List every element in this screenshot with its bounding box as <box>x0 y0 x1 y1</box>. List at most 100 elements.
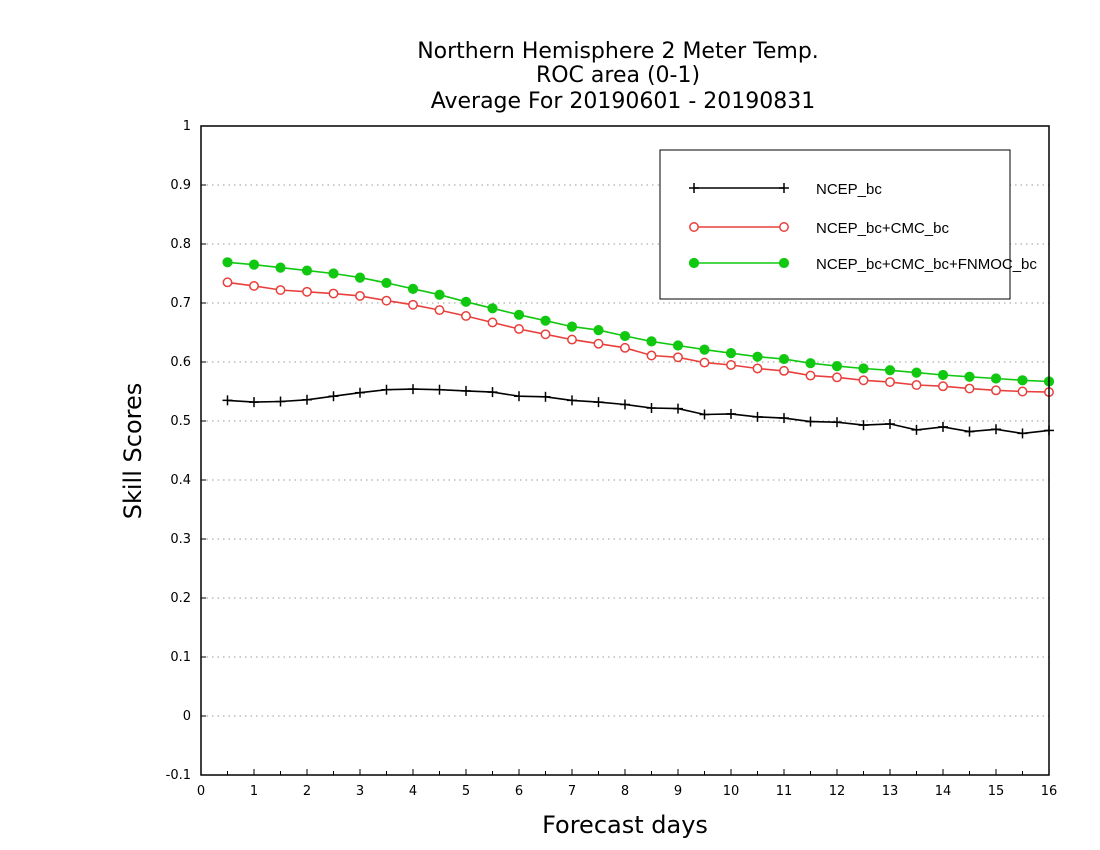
data-point <box>567 334 577 345</box>
y-tick-label: 0.9 <box>170 178 191 193</box>
y-tick-label: 0 <box>183 709 191 724</box>
data-point <box>991 424 1001 435</box>
series-2 <box>222 277 1054 398</box>
data-point <box>990 373 1002 384</box>
data-point <box>831 361 843 372</box>
chart-title-line-2: ROC area (0-1) <box>536 63 700 88</box>
y-tick-label: 0.2 <box>170 591 191 606</box>
data-point <box>672 340 684 351</box>
data-point <box>1017 375 1028 386</box>
data-point <box>487 317 498 328</box>
data-point <box>673 403 683 414</box>
chart-title-line-1: Northern Hemisphere 2 Meter Temp. <box>417 39 819 64</box>
data-point <box>779 365 789 376</box>
legend-box <box>659 149 1011 300</box>
series-line <box>227 388 1050 435</box>
y-tick-label: 1 <box>183 119 191 134</box>
chart-title-line-3: Average For 20190601 - 20190831 <box>431 89 816 114</box>
data-point <box>726 408 736 419</box>
grid-lines <box>201 184 1049 717</box>
data-point <box>646 350 657 361</box>
data-point <box>991 385 1001 396</box>
data-point <box>354 272 366 283</box>
y-tick-label: -0.1 <box>166 768 191 783</box>
data-point <box>778 353 790 365</box>
data-point <box>407 283 419 294</box>
legend-item: NCEP_bc <box>689 181 882 198</box>
series-layer <box>222 257 1055 439</box>
data-point <box>620 399 630 410</box>
y-tick-label: 0.4 <box>170 473 191 488</box>
x-tick-label: 0 <box>197 784 205 799</box>
legend-marker <box>779 222 789 232</box>
data-point <box>858 375 869 386</box>
data-point <box>805 358 816 369</box>
x-tick-label: 9 <box>674 784 682 799</box>
data-point <box>620 342 630 353</box>
data-point <box>884 365 896 376</box>
data-point <box>514 324 524 334</box>
data-point <box>858 363 869 374</box>
legend-item: NCEP_bc+CMC_bc+FNMOC_bc <box>688 256 1037 273</box>
y-tick-label: 0.1 <box>170 650 191 665</box>
y-tick-label: 0.5 <box>170 414 191 429</box>
data-point <box>222 257 233 268</box>
legend: NCEP_bc NCEP_bc+CMC_bc NCEP_bc+CMC_bc+FNMO… <box>659 149 1037 300</box>
series-3 <box>222 257 1055 387</box>
data-point <box>673 352 683 363</box>
axis-ticks <box>200 125 1050 776</box>
data-point <box>540 315 551 326</box>
data-point <box>381 295 392 306</box>
x-tick-label: 12 <box>829 784 846 799</box>
data-point <box>222 395 233 406</box>
data-point <box>567 395 577 406</box>
data-point <box>752 411 763 422</box>
data-point <box>964 426 975 437</box>
data-point <box>540 329 551 340</box>
y-tick-label: 0.3 <box>170 532 191 547</box>
y-tick-label: 0.6 <box>170 355 191 370</box>
data-point <box>646 336 657 347</box>
data-point <box>752 351 763 362</box>
data-point <box>328 391 339 402</box>
data-point <box>302 394 312 405</box>
data-point <box>566 321 578 332</box>
data-point <box>858 420 869 431</box>
data-point <box>434 384 445 395</box>
data-point <box>249 397 259 408</box>
legend-marker <box>689 183 699 193</box>
x-tick-label: 3 <box>356 784 364 799</box>
data-point <box>355 290 365 301</box>
data-point <box>408 384 418 395</box>
legend-marker <box>779 183 789 193</box>
y-axis-label: Skill Scores <box>119 383 147 520</box>
data-point <box>381 384 392 395</box>
data-point <box>275 262 286 273</box>
data-point <box>619 330 631 342</box>
y-axis-tick-labels: -0.1 0 0.1 0.2 0.3 0.4 0.5 0.6 0.7 0.8 0.9 1 <box>166 119 191 783</box>
data-point <box>275 285 286 295</box>
data-point <box>938 421 948 432</box>
x-tick-label: 14 <box>935 784 952 799</box>
data-point <box>461 311 471 321</box>
x-tick-label: 7 <box>568 784 576 799</box>
data-point <box>832 417 842 428</box>
x-tick-label: 11 <box>776 784 793 799</box>
data-point <box>699 344 710 355</box>
data-point <box>355 387 365 398</box>
data-point <box>911 367 922 378</box>
data-point <box>593 325 604 336</box>
legend-label: NCEP_bc <box>816 181 882 198</box>
data-point <box>540 391 551 402</box>
data-point <box>964 383 975 394</box>
data-point <box>805 370 816 381</box>
data-point <box>911 424 922 435</box>
data-point <box>513 309 525 320</box>
data-point <box>275 396 286 407</box>
data-point <box>593 338 604 349</box>
data-point <box>805 416 816 427</box>
data-point <box>779 413 789 424</box>
data-point <box>249 280 259 291</box>
x-tick-label: 10 <box>723 784 740 799</box>
